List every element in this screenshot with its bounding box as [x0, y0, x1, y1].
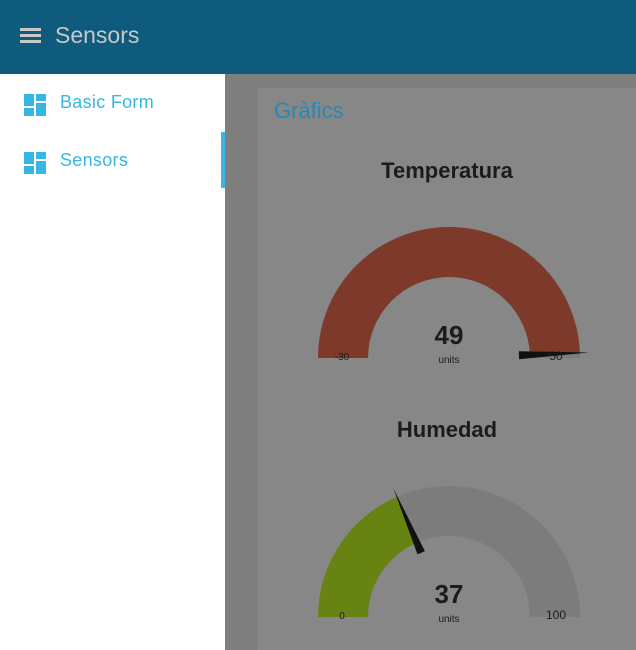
sidebar-item-label: Basic Form — [60, 92, 155, 112]
section-title: Gràfics — [274, 98, 344, 123]
app-header: Sensors — [0, 0, 636, 74]
gauge-value: 37 — [435, 579, 464, 609]
dashboard-icon — [24, 94, 46, 116]
gauge-units: units — [438, 355, 459, 366]
gauge-needle — [518, 351, 589, 360]
gauge-fill — [318, 496, 417, 617]
gauge-needle — [393, 488, 425, 555]
gauge-units: units — [438, 614, 459, 625]
dashboard-icon — [24, 152, 46, 174]
gauge-min-label: 0 — [339, 611, 345, 622]
active-indicator — [221, 132, 225, 188]
gauge-fill — [318, 226, 580, 358]
gauge-title-temperatura: Temperatura — [381, 158, 513, 183]
hamburger-menu-icon[interactable] — [20, 28, 41, 44]
sidebar-item-sensors[interactable]: Sensors — [0, 132, 225, 188]
gauge-humedad: 37 units 0 100 — [318, 486, 580, 625]
charts-card: Gràfics Temperatura 49 units -30 50 Hume… — [258, 88, 636, 650]
gauge-title-humedad: Humedad — [396, 417, 498, 442]
gauge-min-label: -30 — [335, 352, 350, 363]
page-title: Sensors — [55, 22, 140, 48]
gauge-max-label: 50 — [549, 349, 563, 363]
sidebar-item-basic-form[interactable]: Basic Form — [0, 74, 225, 130]
gauge-max-label: 100 — [546, 608, 566, 622]
gauge-temperatura: 49 units -30 50 — [318, 226, 589, 366]
gauge-value: 49 — [435, 320, 464, 350]
sidebar-item-label: Sensors — [60, 150, 129, 170]
main-content: Gràfics Temperatura 49 units -30 50 Hume… — [225, 74, 636, 650]
sidebar: Basic Form Sensors — [0, 74, 225, 650]
